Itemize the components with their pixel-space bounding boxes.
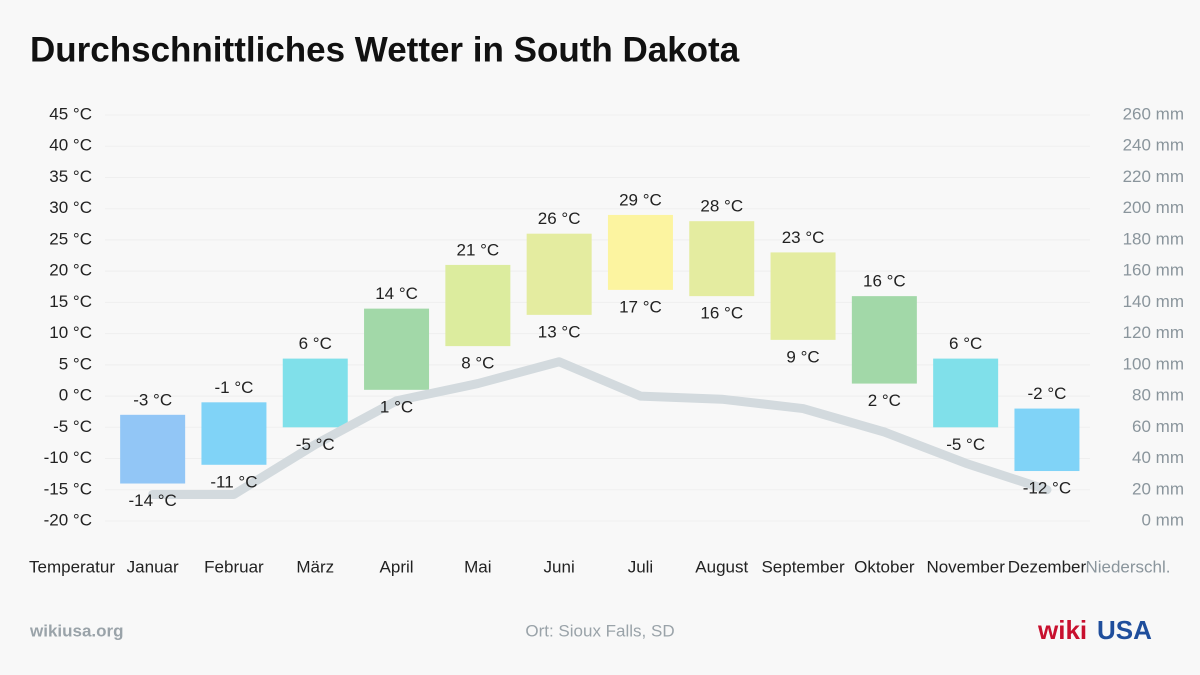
- logo-usa: USA: [1097, 615, 1152, 645]
- x-tick-label: August: [695, 557, 748, 576]
- y2-tick-label: 240 mm: [1123, 136, 1184, 155]
- y2-tick-label: 60 mm: [1132, 417, 1184, 436]
- x-tick-label: Juni: [544, 557, 575, 576]
- y-tick-label: 35 °C: [49, 167, 92, 186]
- low-label: 2 °C: [868, 391, 901, 410]
- temperature-bar: [770, 252, 836, 340]
- x-tick-label: September: [761, 557, 844, 576]
- high-label: 6 °C: [949, 334, 982, 353]
- y2-axis-label: Niederschl.: [1085, 557, 1170, 576]
- y2-tick-label: 260 mm: [1123, 104, 1184, 123]
- chart-title: Durchschnittliches Wetter in South Dakot…: [30, 30, 740, 69]
- temperature-bar: [607, 214, 673, 290]
- y2-tick-label: 120 mm: [1123, 323, 1184, 342]
- x-tick-label: Dezember: [1008, 557, 1087, 576]
- temperature-bar: [526, 233, 592, 315]
- y2-tick-label: 160 mm: [1123, 261, 1184, 280]
- low-label: 16 °C: [700, 304, 743, 323]
- y-tick-label: 5 °C: [59, 354, 92, 373]
- y-tick-label: 15 °C: [49, 292, 92, 311]
- low-label: -11 °C: [210, 472, 257, 491]
- x-tick-label: Januar: [127, 557, 179, 576]
- y-tick-label: -5 °C: [53, 417, 92, 436]
- y2-tick-label: 140 mm: [1123, 292, 1184, 311]
- logo-wiki: wiki: [1037, 615, 1087, 645]
- temperature-bar: [120, 414, 186, 484]
- y-tick-label: -20 °C: [44, 510, 92, 529]
- high-label: -1 °C: [214, 378, 253, 397]
- low-label: 9 °C: [786, 347, 819, 366]
- x-tick-label: Juli: [628, 557, 654, 576]
- temperature-bar: [689, 221, 755, 297]
- y2-tick-label: 40 mm: [1132, 448, 1184, 467]
- temperature-bar: [282, 358, 348, 428]
- y2-tick-label: 200 mm: [1123, 198, 1184, 217]
- y2-tick-label: 180 mm: [1123, 229, 1184, 248]
- temperature-bar: [364, 308, 430, 390]
- location: Ort: Sioux Falls, SD: [525, 621, 674, 640]
- low-label: 17 °C: [619, 297, 662, 316]
- temperature-bar: [851, 296, 917, 384]
- y-tick-label: 30 °C: [49, 198, 92, 217]
- y-tick-label: -15 °C: [44, 479, 92, 498]
- high-label: 28 °C: [700, 197, 743, 216]
- low-label: 1 °C: [380, 397, 413, 416]
- y2-tick-label: 80 mm: [1132, 386, 1184, 405]
- site-name: wikiusa.org: [29, 621, 124, 640]
- y-tick-label: -10 °C: [44, 448, 92, 467]
- temperature-bar: [1014, 408, 1080, 472]
- high-label: 29 °C: [619, 190, 662, 209]
- y-tick-label: 10 °C: [49, 323, 92, 342]
- temperature-bar: [933, 358, 999, 428]
- temperature-bar: [445, 264, 511, 347]
- y2-tick-label: 220 mm: [1123, 167, 1184, 186]
- low-label: 8 °C: [461, 354, 494, 373]
- low-label: -12 °C: [1023, 479, 1071, 498]
- y-tick-label: 25 °C: [49, 229, 92, 248]
- y-tick-label: 0 °C: [59, 386, 92, 405]
- high-label: 6 °C: [299, 334, 332, 353]
- x-tick-label: Februar: [204, 557, 264, 576]
- low-label: -5 °C: [296, 435, 335, 454]
- high-label: 26 °C: [538, 209, 581, 228]
- y2-tick-label: 0 mm: [1142, 510, 1185, 529]
- y-tick-label: 20 °C: [49, 261, 92, 280]
- y-tick-label: 45 °C: [49, 104, 92, 123]
- low-label: -14 °C: [128, 491, 176, 510]
- high-label: 14 °C: [375, 284, 418, 303]
- x-tick-label: Oktober: [854, 557, 915, 576]
- high-label: 21 °C: [456, 240, 499, 259]
- high-label: -2 °C: [1027, 384, 1066, 403]
- low-label: -5 °C: [946, 435, 985, 454]
- x-tick-label: April: [380, 557, 414, 576]
- y2-tick-label: 100 mm: [1123, 354, 1184, 373]
- high-label: 23 °C: [782, 228, 825, 247]
- x-tick-label: November: [926, 557, 1005, 576]
- x-tick-label: März: [296, 557, 334, 576]
- high-label: 16 °C: [863, 272, 906, 291]
- y-tick-label: 40 °C: [49, 136, 92, 155]
- high-label: -3 °C: [133, 390, 172, 409]
- temperature-bar: [201, 402, 267, 465]
- x-tick-label: Mai: [464, 557, 491, 576]
- y-axis-label: Temperatur: [29, 557, 115, 576]
- y2-tick-label: 20 mm: [1132, 479, 1184, 498]
- low-label: 13 °C: [538, 322, 581, 341]
- precipitation-line: [148, 357, 1052, 499]
